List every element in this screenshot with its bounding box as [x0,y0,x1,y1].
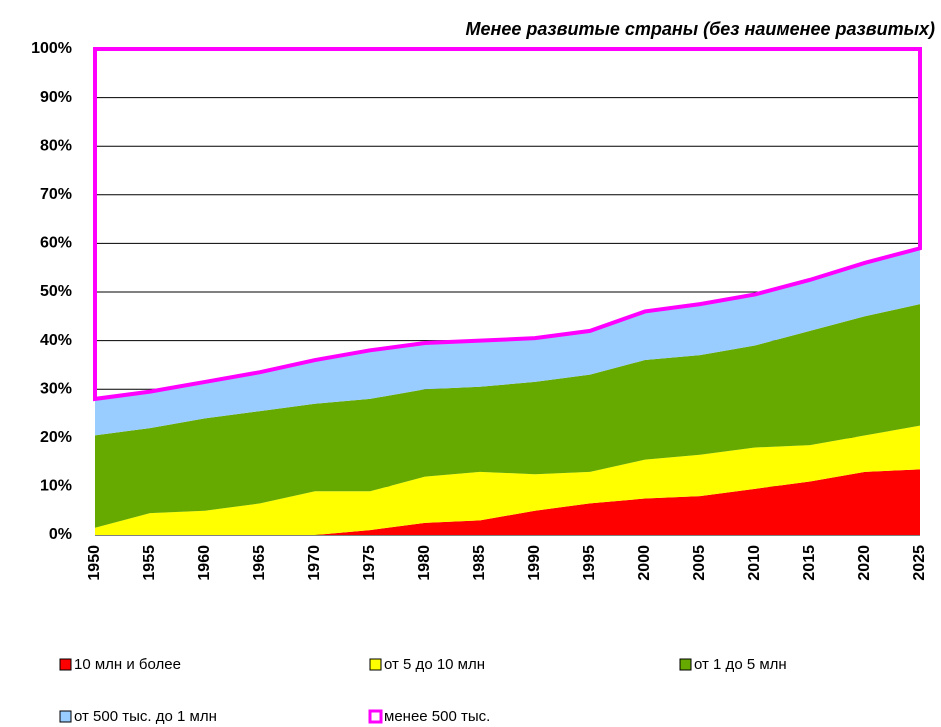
x-tick-label: 1980 [416,545,433,581]
legend-label: от 5 до 10 млн [384,656,485,673]
legend-label: от 500 тыс. до 1 млн [74,708,217,725]
x-tick-label: 2005 [691,545,708,581]
x-tick-label: 2000 [636,545,653,581]
area [95,248,920,436]
x-tick-label: 1955 [141,545,158,581]
x-tick-label: 2015 [801,545,818,581]
x-tick-label: 1975 [361,545,378,581]
x-tick-label: 2010 [746,545,763,581]
legend-label: менее 500 тыс. [384,708,490,725]
area [93,47,922,402]
legend-swatch [368,709,383,724]
legend-label: 10 млн и более [74,656,181,673]
y-tick-label: 40% [40,332,72,349]
x-tick-label: 1950 [86,545,103,581]
x-tick-label: 1985 [471,545,488,581]
y-tick-label: 80% [40,137,72,154]
x-tick-label: 2020 [856,545,873,581]
x-tick-label: 1970 [306,545,323,581]
y-tick-label: 100% [31,40,72,57]
x-tick-label: 1960 [196,545,213,581]
legend-swatch [679,658,692,671]
y-tick-label: 10% [40,478,72,495]
y-tick-label: 90% [40,89,72,106]
area [95,469,920,535]
legend-swatch [59,658,72,671]
x-tick-label: 1995 [581,545,598,581]
area [95,304,920,528]
y-tick-label: 30% [40,380,72,397]
x-tick-label: 1965 [251,545,268,581]
y-tick-label: 70% [40,186,72,203]
x-tick-label: 1990 [526,545,543,581]
chart-title: Менее развитые страны (без наименее разв… [466,19,936,39]
y-tick-label: 60% [40,235,72,252]
legend-swatch [59,710,72,723]
legend-label: от 1 до 5 млн [694,656,787,673]
y-tick-label: 0% [49,526,72,543]
area [95,425,920,535]
legend-swatch [369,658,382,671]
y-tick-label: 50% [40,283,72,300]
y-tick-label: 20% [40,429,72,446]
x-tick-label: 2025 [911,545,928,581]
